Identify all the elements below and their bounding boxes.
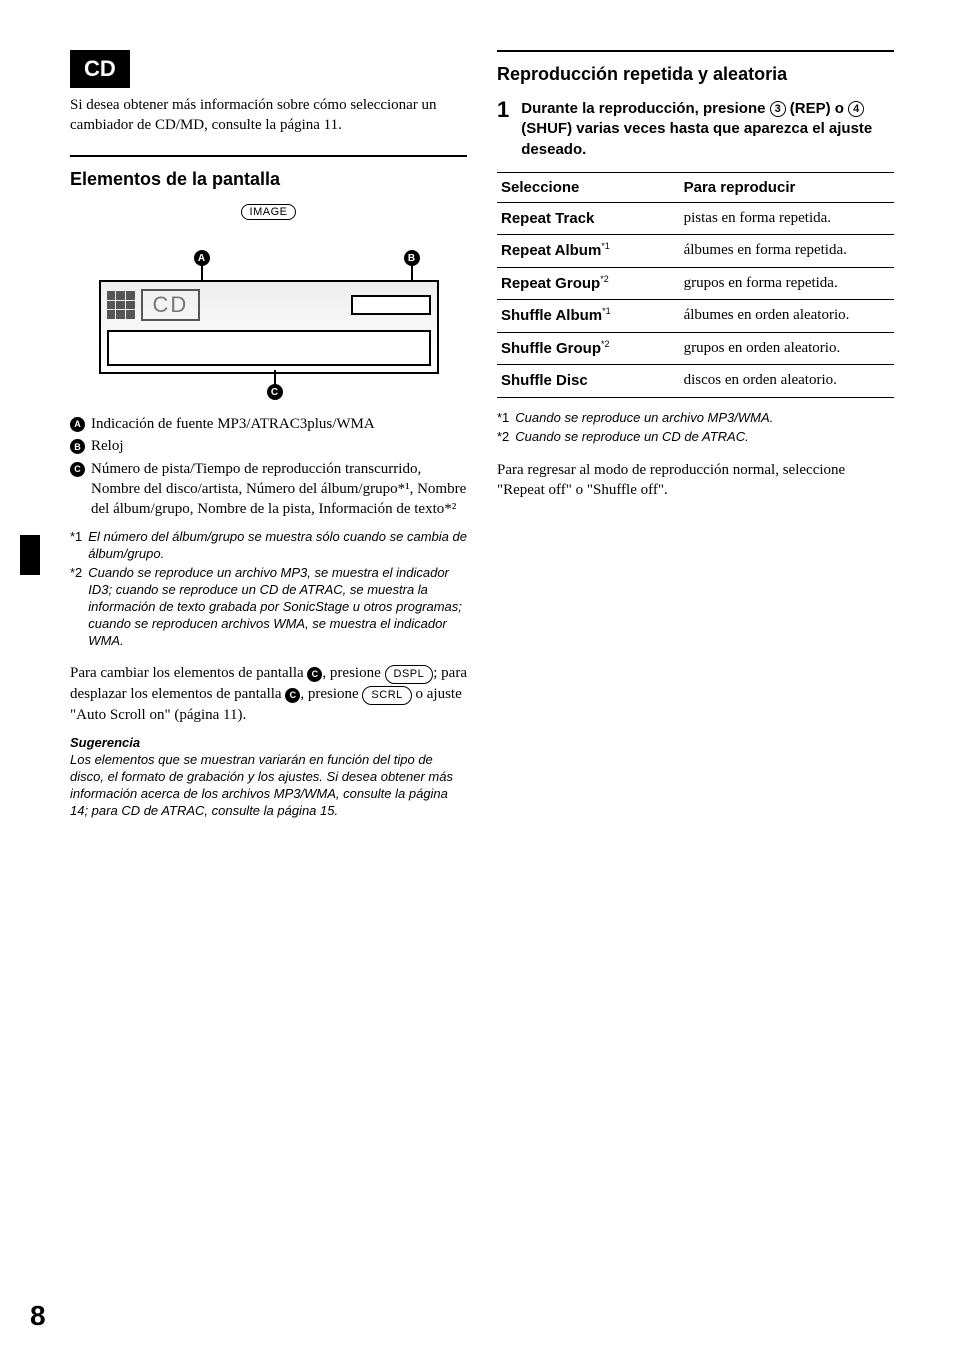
tip-text: Los elementos que se muestran variarán e…	[70, 752, 467, 820]
cp-2: , presione	[322, 665, 384, 681]
closing-para: Para regresar al modo de reproducción no…	[497, 460, 894, 501]
cd-section-badge: CD	[70, 50, 130, 88]
th-select: Seleccione	[497, 172, 680, 202]
screen-row1: CD	[107, 288, 431, 322]
step-1-number: 1	[497, 99, 509, 160]
cp-4: , presione	[300, 686, 362, 702]
footnote-2-marker: *2	[70, 565, 82, 649]
item-c-text: Número de pista/Tiempo de reproducción t…	[91, 459, 467, 520]
mode-name-cell: Repeat Album*1	[497, 235, 680, 268]
right-column: Reproducción repetida y aleatoria 1 Dura…	[497, 50, 894, 820]
mode-desc-cell: grupos en forma repetida.	[680, 267, 894, 300]
page-content: CD Si desea obtener más información sobr…	[20, 50, 894, 820]
r-footnote-1: *1 Cuando se reproduce un archivo MP3/WM…	[497, 410, 894, 427]
table-row: Repeat Album*1álbumes en forma repetida.	[497, 235, 894, 268]
modes-table: Seleccione Para reproducir Repeat Trackp…	[497, 172, 894, 398]
mode-sup: *1	[601, 241, 610, 251]
page-number: 8	[30, 1300, 46, 1332]
st-2: (REP) o	[786, 100, 849, 117]
left-margin-bar	[20, 535, 40, 575]
mode-sup: *2	[601, 339, 610, 349]
intro-text: Si desea obtener más información sobre c…	[70, 96, 467, 135]
r-footnote-2: *2 Cuando se reproduce un CD de ATRAC.	[497, 429, 894, 446]
item-b-text: Reloj	[91, 436, 124, 456]
source-icon	[107, 291, 135, 319]
image-pill-wrap: IMAGE	[70, 204, 467, 220]
marker-b-icon: B	[70, 439, 85, 454]
r-footnote-2-marker: *2	[497, 429, 509, 446]
scrl-pill: SCRL	[362, 686, 411, 705]
footnote-1: *1 El número del álbum/grupo se muestra …	[70, 529, 467, 563]
r-footnote-1-marker: *1	[497, 410, 509, 427]
step-1: 1 Durante la reproducción, presione 3 (R…	[497, 99, 894, 160]
inline-c1-icon: C	[307, 667, 322, 682]
elements-title: Elementos de la pantalla	[70, 169, 467, 190]
footnote-1-marker: *1	[70, 529, 82, 563]
right-footnotes: *1 Cuando se reproduce un archivo MP3/WM…	[497, 410, 894, 446]
left-column: CD Si desea obtener más información sobr…	[20, 50, 467, 820]
mode-desc-cell: pistas en forma repetida.	[680, 202, 894, 235]
change-para: Para cambiar los elementos de pantalla C…	[70, 663, 467, 725]
circled-4-icon: 4	[848, 101, 864, 117]
inline-c2-icon: C	[285, 688, 300, 703]
mode-desc-cell: álbumes en orden aleatorio.	[680, 300, 894, 333]
modes-tbody: Repeat Trackpistas en forma repetida.Rep…	[497, 202, 894, 397]
table-row: Shuffle Album*1álbumes en orden aleatori…	[497, 300, 894, 333]
divider	[70, 155, 467, 157]
left-footnotes: *1 El número del álbum/grupo se muestra …	[70, 529, 467, 649]
screen-row2	[107, 330, 431, 366]
mode-name-cell: Shuffle Album*1	[497, 300, 680, 333]
repeat-title: Reproducción repetida y aleatoria	[497, 64, 894, 85]
callout-b-icon: B	[404, 250, 420, 266]
display-screen: CD	[99, 280, 439, 374]
mode-name-cell: Repeat Track	[497, 202, 680, 235]
list-item-c: C Número de pista/Tiempo de reproducción…	[70, 459, 467, 520]
table-row: Shuffle Discdiscos en orden aleatorio.	[497, 365, 894, 398]
st-3: (SHUF) varias veces hasta que aparezca e…	[521, 120, 872, 157]
divider-right	[497, 50, 894, 52]
tip-title: Sugerencia	[70, 735, 467, 750]
footnote-2: *2 Cuando se reproduce un archivo MP3, s…	[70, 565, 467, 649]
display-diagram: A B CD C	[99, 250, 439, 400]
mode-sup: *2	[600, 274, 609, 284]
st-1: Durante la reproducción, presione	[521, 100, 769, 117]
callout-c-icon: C	[267, 384, 283, 400]
dspl-pill: DSPL	[385, 665, 434, 684]
callout-list: A Indicación de fuente MP3/ATRAC3plus/WM…	[70, 414, 467, 519]
cd-text-icon: CD	[141, 289, 201, 321]
table-row: Repeat Trackpistas en forma repetida.	[497, 202, 894, 235]
callout-a-icon: A	[194, 250, 210, 266]
mode-name-cell: Shuffle Disc	[497, 365, 680, 398]
item-a-text: Indicación de fuente MP3/ATRAC3plus/WMA	[91, 414, 375, 434]
list-item-a: A Indicación de fuente MP3/ATRAC3plus/WM…	[70, 414, 467, 434]
th-play: Para reproducir	[680, 172, 894, 202]
circled-3-icon: 3	[770, 101, 786, 117]
table-row: Shuffle Group*2grupos en orden aleatorio…	[497, 332, 894, 365]
marker-a-icon: A	[70, 417, 85, 432]
image-pill: IMAGE	[241, 204, 297, 220]
mode-name-cell: Shuffle Group*2	[497, 332, 680, 365]
list-item-b: B Reloj	[70, 436, 467, 456]
footnote-2-text: Cuando se reproduce un archivo MP3, se m…	[88, 565, 467, 649]
mode-sup: *1	[602, 306, 611, 316]
mode-desc-cell: álbumes en forma repetida.	[680, 235, 894, 268]
step-1-text: Durante la reproducción, presione 3 (REP…	[521, 99, 894, 160]
r-footnote-2-text: Cuando se reproduce un CD de ATRAC.	[515, 429, 748, 446]
mode-desc-cell: discos en orden aleatorio.	[680, 365, 894, 398]
mode-desc-cell: grupos en orden aleatorio.	[680, 332, 894, 365]
callout-c-line	[274, 370, 276, 384]
r-footnote-1-text: Cuando se reproduce un archivo MP3/WMA.	[515, 410, 773, 427]
footnote-1-text: El número del álbum/grupo se muestra sól…	[88, 529, 467, 563]
cp-1: Para cambiar los elementos de pantalla	[70, 665, 307, 681]
clock-box	[351, 295, 431, 315]
table-row: Repeat Group*2grupos en forma repetida.	[497, 267, 894, 300]
mode-name-cell: Repeat Group*2	[497, 267, 680, 300]
marker-c-icon: C	[70, 462, 85, 477]
